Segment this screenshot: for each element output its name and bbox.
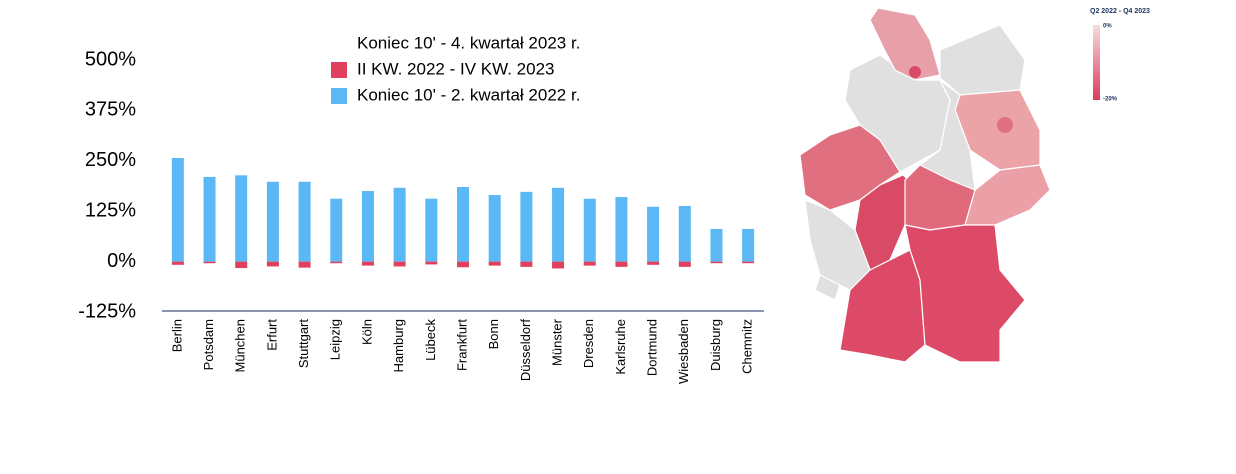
- bar: [520, 261, 533, 267]
- bar: [520, 191, 533, 262]
- bar: [678, 205, 691, 262]
- bar: [488, 261, 501, 266]
- bar: [647, 261, 660, 265]
- y-tick-label: 0%: [107, 250, 136, 272]
- region: [997, 117, 1013, 133]
- bar: [393, 261, 406, 267]
- bar: [266, 181, 279, 262]
- x-tick-label: Wiesbaden: [676, 319, 691, 384]
- bar: [615, 197, 628, 262]
- bar: [647, 206, 660, 262]
- bar: [583, 261, 596, 266]
- x-tick-label: Bonn: [486, 319, 501, 349]
- bar: [425, 261, 438, 265]
- y-tick-label: 375%: [85, 99, 136, 121]
- bar: [552, 261, 565, 269]
- bar: [203, 261, 216, 264]
- map-legend-title: Q2 2022 - Q4 2023: [1090, 8, 1150, 15]
- x-tick-label: Karlsruhe: [613, 319, 628, 375]
- region: [869, 7, 941, 81]
- bar: [742, 261, 755, 264]
- bar: [678, 261, 691, 267]
- x-tick-label: Lübeck: [423, 319, 438, 361]
- region: [909, 66, 921, 78]
- x-tick-label: Duisburg: [708, 319, 723, 371]
- legend-label: II KW. 2022 - IV KW. 2023: [357, 59, 554, 78]
- x-tick-label: Stuttgart: [296, 319, 311, 369]
- bar: [235, 261, 248, 269]
- bar: [425, 198, 438, 262]
- x-tick-label: Hamburg: [391, 319, 406, 372]
- x-tick-label: Münster: [549, 318, 564, 366]
- legend-swatch: [331, 62, 347, 78]
- map-legend-label: -20%: [1103, 97, 1118, 103]
- x-tick-label: Leipzig: [328, 319, 343, 360]
- legend-swatch: [331, 36, 347, 52]
- bar: [393, 187, 406, 262]
- x-tick-label: Erfurt: [264, 319, 279, 351]
- x-tick-label: Köln: [359, 319, 374, 345]
- region: [964, 164, 1051, 226]
- bar: [488, 195, 501, 262]
- x-tick-label: Frankfurt: [454, 319, 469, 371]
- bar: [330, 261, 343, 264]
- bar: [742, 228, 755, 262]
- bar: [361, 261, 374, 266]
- x-tick-label: Dortmund: [645, 319, 660, 376]
- region: [814, 274, 841, 301]
- germany-map: [799, 7, 1051, 363]
- bar: [171, 261, 184, 265]
- bar: [266, 261, 279, 267]
- y-tick-label: 250%: [85, 149, 136, 171]
- bar: [552, 187, 565, 262]
- x-tick-label: Berlin: [169, 319, 184, 352]
- bar: [361, 191, 374, 262]
- bar: [298, 181, 311, 262]
- map-legend-bar: [1093, 25, 1100, 100]
- bar: [583, 198, 596, 262]
- bar: [171, 157, 184, 262]
- region: [939, 24, 1026, 96]
- x-tick-label: München: [233, 319, 248, 372]
- x-tick-label: Potsdam: [201, 319, 216, 370]
- y-tick-label: -125%: [78, 300, 136, 322]
- y-tick-label: 125%: [85, 199, 136, 221]
- bar: [710, 261, 723, 264]
- bar: [615, 261, 628, 267]
- y-tick-label: 500%: [85, 48, 136, 70]
- bar: [457, 187, 469, 262]
- bar: [298, 261, 311, 268]
- bar: [235, 175, 248, 262]
- legend-swatch: [331, 88, 347, 104]
- x-tick-label: Chemnitz: [740, 319, 755, 374]
- region: [904, 224, 1026, 363]
- legend-label: Koniec 10' - 2. kwartał 2022 r.: [357, 85, 580, 104]
- bar: [330, 198, 343, 262]
- map-legend-label: 0%: [1103, 24, 1112, 30]
- bar: [457, 261, 469, 268]
- bar: [710, 228, 723, 262]
- legend-label: Koniec 10' - 4. kwartał 2023 r.: [357, 33, 580, 52]
- x-tick-label: Dresden: [581, 319, 596, 368]
- x-tick-label: Düsseldorf: [518, 319, 533, 382]
- bar: [203, 176, 216, 262]
